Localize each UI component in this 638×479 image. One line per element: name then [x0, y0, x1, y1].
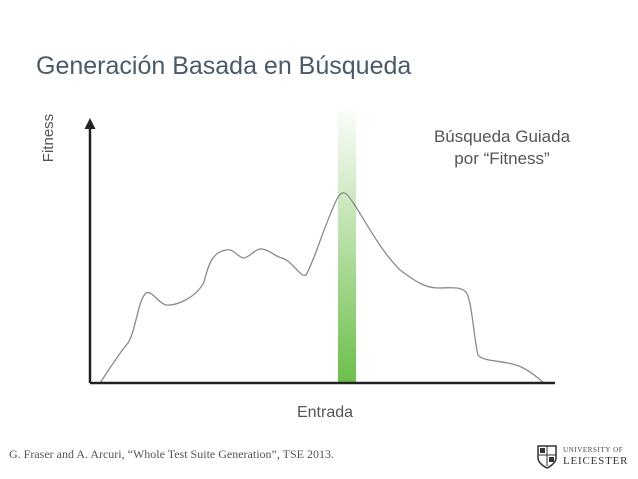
search-highlight-band [338, 103, 356, 383]
citation: G. Fraser and A. Arcuri, “Whole Test Sui… [9, 447, 334, 461]
y-axis-arrowhead [84, 118, 96, 129]
x-axis-label: Entrada [296, 404, 354, 421]
y-axis-label: Fitness [40, 113, 57, 163]
fitness-curve [99, 192, 545, 384]
university-logo: UNIVERSITY OF LEICESTER [537, 444, 633, 472]
slide-title: Generación Basada en Búsqueda [36, 52, 412, 80]
annotation-line-1: Búsqueda Guiada [433, 127, 571, 146]
logo-text-bottom: LEICESTER [563, 455, 629, 467]
search-annotation: Búsqueda Guiada por “Fitness” [410, 126, 594, 170]
university-crest-icon [537, 445, 557, 469]
logo-text-top: UNIVERSITY OF [563, 446, 624, 454]
annotation-line-2: por “Fitness” [454, 149, 550, 168]
